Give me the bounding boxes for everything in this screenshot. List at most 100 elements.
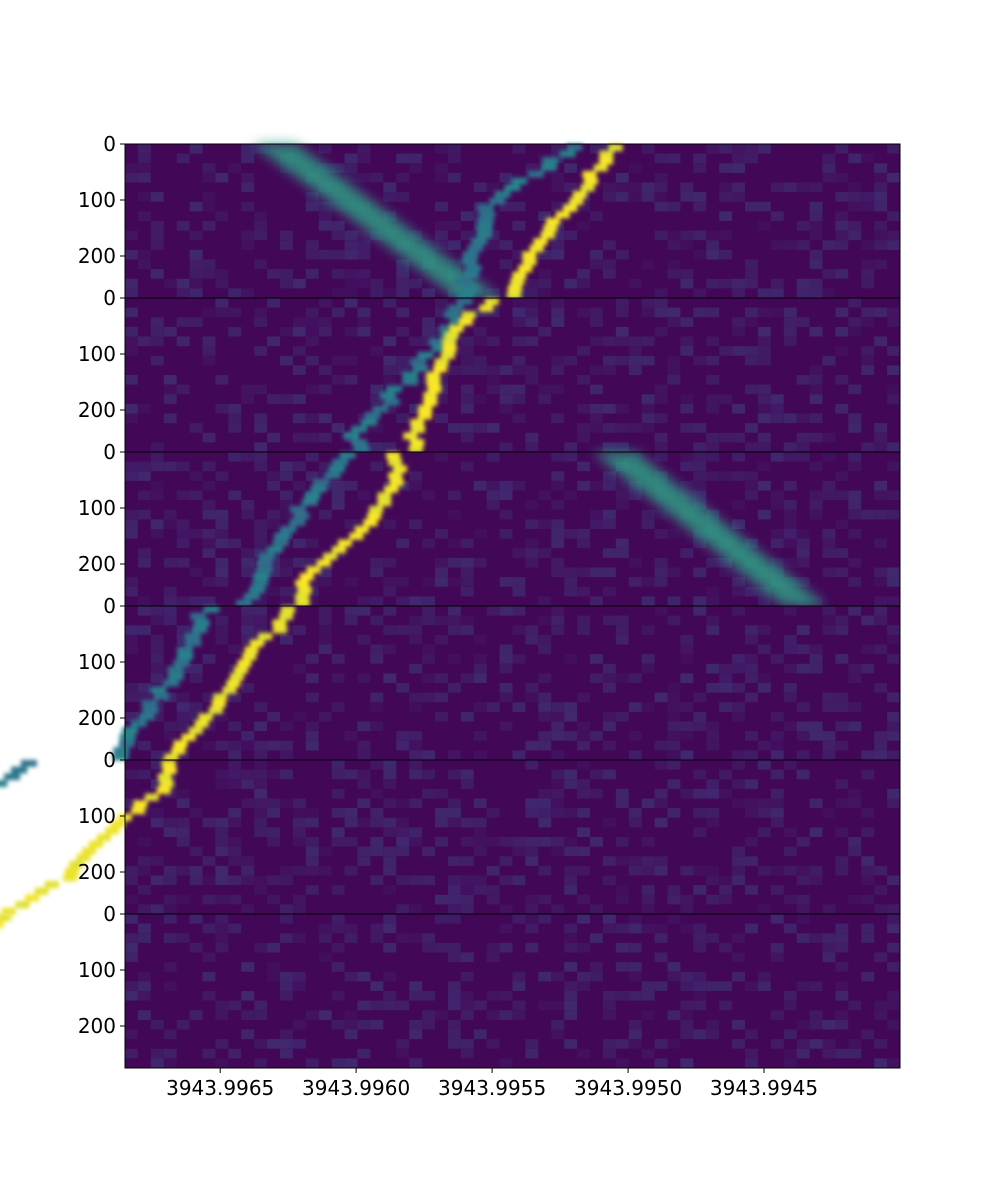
track-segment bbox=[355, 526, 369, 533]
track-segment bbox=[0, 921, 4, 928]
panel-2 bbox=[125, 298, 900, 453]
track-segment bbox=[209, 707, 223, 714]
track-segment bbox=[594, 164, 608, 171]
track-segment bbox=[442, 338, 456, 345]
track-segment bbox=[182, 734, 196, 741]
y-tick-label: 200 bbox=[78, 706, 116, 730]
track-segment bbox=[242, 653, 256, 660]
panel-3 bbox=[125, 452, 900, 607]
track-segment bbox=[530, 245, 544, 252]
track-segment bbox=[367, 513, 381, 520]
track-segment bbox=[428, 385, 442, 392]
y-tick-label: 100 bbox=[78, 804, 116, 828]
y-tick-label: 200 bbox=[78, 860, 116, 884]
track-segment bbox=[105, 827, 119, 834]
track-segment bbox=[213, 693, 227, 700]
track-segment bbox=[418, 406, 432, 413]
track-segment bbox=[386, 452, 400, 459]
track-segment bbox=[250, 640, 264, 647]
track-segment bbox=[534, 238, 548, 245]
track-segment bbox=[418, 412, 432, 419]
track-segment bbox=[317, 560, 331, 567]
x-tick-label: 3943.9965 bbox=[166, 1076, 274, 1100]
track-segment bbox=[508, 285, 522, 292]
track-segment bbox=[377, 492, 391, 499]
track-segment bbox=[97, 834, 111, 841]
track-segment bbox=[35, 888, 49, 895]
track-segment bbox=[459, 318, 473, 325]
x-tick-label: 3943.9960 bbox=[302, 1076, 410, 1100]
track-segment bbox=[349, 533, 363, 540]
track-segment bbox=[518, 265, 532, 272]
panel-6 bbox=[0, 914, 900, 1069]
track-segment bbox=[390, 479, 404, 486]
x-tick-label: 3943.9950 bbox=[574, 1076, 682, 1100]
track-segment bbox=[410, 419, 424, 426]
track-segment bbox=[195, 720, 209, 727]
track-segment bbox=[82, 847, 96, 854]
track-segment bbox=[450, 325, 464, 332]
track-segment bbox=[410, 439, 424, 446]
y-tick-label: 200 bbox=[78, 552, 116, 576]
track-segment bbox=[581, 184, 595, 191]
track-segment bbox=[295, 593, 309, 600]
track-segment bbox=[573, 191, 587, 198]
track-segment bbox=[443, 345, 457, 352]
track-segment bbox=[281, 606, 295, 613]
track-segment bbox=[426, 379, 440, 386]
track-segment bbox=[298, 586, 312, 593]
track-segment bbox=[162, 760, 176, 767]
track-segment bbox=[403, 432, 417, 439]
track-segment bbox=[584, 178, 598, 185]
track-segment bbox=[279, 613, 293, 620]
track-segment bbox=[563, 205, 577, 212]
y-tick-label: 0 bbox=[103, 748, 116, 772]
track-segment bbox=[569, 198, 583, 205]
track-segment bbox=[393, 465, 407, 472]
track-segment bbox=[510, 278, 524, 285]
track-segment bbox=[543, 225, 557, 232]
track-segment bbox=[384, 486, 398, 493]
track-segment bbox=[145, 794, 159, 801]
track-segment bbox=[157, 787, 171, 794]
track-segment bbox=[212, 700, 226, 707]
track-segment bbox=[171, 747, 185, 754]
track-segment bbox=[599, 157, 613, 164]
track-segment bbox=[234, 667, 248, 674]
track-segment bbox=[226, 680, 240, 687]
track-segment bbox=[199, 714, 213, 721]
track-segment bbox=[435, 359, 449, 366]
track-segment bbox=[512, 272, 526, 279]
y-tick-label: 0 bbox=[103, 286, 116, 310]
track-segment bbox=[546, 218, 560, 225]
track-segment bbox=[189, 727, 203, 734]
track-segment bbox=[423, 392, 437, 399]
y-tick-label: 100 bbox=[78, 958, 116, 982]
track-segment bbox=[2, 908, 16, 915]
track-segment bbox=[441, 352, 455, 359]
track-segment bbox=[273, 626, 287, 633]
track-segment bbox=[522, 258, 536, 265]
track-segment bbox=[307, 566, 321, 573]
track-segment bbox=[163, 767, 177, 774]
y-tick-label: 100 bbox=[78, 650, 116, 674]
track-segment bbox=[599, 151, 613, 158]
panel-5 bbox=[0, 760, 900, 915]
y-tick-label: 100 bbox=[78, 342, 116, 366]
track-segment bbox=[230, 673, 244, 680]
track-segment bbox=[131, 807, 145, 814]
track-segment bbox=[462, 311, 476, 318]
track-segment bbox=[295, 580, 309, 587]
track-segment bbox=[16, 901, 30, 908]
y-tick-label: 0 bbox=[103, 902, 116, 926]
track-segment bbox=[479, 305, 493, 312]
track-segment bbox=[63, 874, 77, 881]
track-segment bbox=[522, 252, 536, 259]
track-segment bbox=[583, 171, 597, 178]
x-tick-label: 3943.9955 bbox=[438, 1076, 546, 1100]
track-segment bbox=[160, 780, 174, 787]
y-tick-label: 0 bbox=[103, 440, 116, 464]
track-segment bbox=[388, 459, 402, 466]
y-tick-label: 200 bbox=[78, 244, 116, 268]
